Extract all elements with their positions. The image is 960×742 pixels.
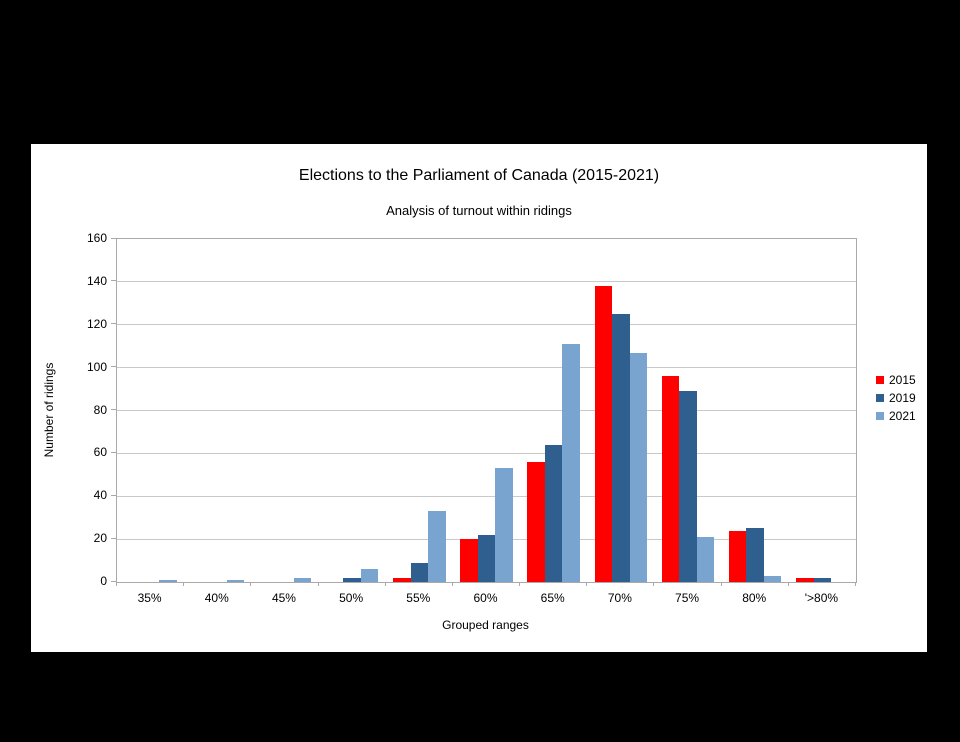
- bar-2019-55%: [410, 562, 429, 582]
- gridline-y-120: [117, 324, 856, 326]
- x-axis-tick-mark: [855, 582, 856, 586]
- x-axis-tick-mark: [720, 582, 722, 586]
- bar-2019-50%: [343, 577, 361, 582]
- y-tick-label: 160: [86, 231, 107, 245]
- y-axis-tick-mark: [111, 580, 116, 582]
- plot-area: [116, 238, 857, 583]
- y-axis-tick-mark: [111, 280, 116, 282]
- y-axis-tick-mark: [111, 451, 116, 453]
- bar-2015-'>80%: [796, 577, 814, 582]
- bar-2019-60%: [477, 534, 496, 582]
- x-tick-label: 45%: [271, 591, 296, 605]
- bar-2015-60%: [460, 539, 478, 582]
- legend-key-2015: [876, 376, 884, 384]
- x-tick-label: 35%: [137, 591, 162, 605]
- chart-title: Elections to the Parliament of Canada (2…: [298, 167, 660, 184]
- y-tick-label: 40: [93, 488, 107, 503]
- y-axis-tick-mark: [111, 237, 116, 239]
- x-tick-label: 75%: [675, 591, 700, 605]
- gridline-y-40: [117, 495, 856, 497]
- x-axis-title: Grouped ranges: [442, 618, 529, 632]
- bar-2021-80%: [763, 575, 782, 582]
- bar-2019-75%: [679, 391, 697, 582]
- legend-key-2019: [876, 394, 884, 402]
- x-axis-tick-mark: [653, 582, 655, 586]
- bar-2019-'>80%: [813, 577, 832, 582]
- legend-item-2021: 2021: [876, 407, 916, 425]
- chart-canvas: Elections to the Parliament of Canada (2…: [31, 144, 927, 652]
- x-tick-label: 60%: [473, 591, 498, 605]
- gridline-y-140: [117, 281, 856, 283]
- x-tick-label: '>80%: [804, 591, 839, 605]
- x-tick-label: 70%: [607, 591, 632, 605]
- legend-label: 2015: [889, 373, 916, 387]
- y-tick-label: 100: [86, 359, 107, 374]
- y-axis-tick-mark: [111, 323, 116, 325]
- legend-label: 2019: [889, 391, 916, 405]
- y-axis-title: Number of ridings: [42, 362, 56, 458]
- y-tick-label: 120: [86, 316, 107, 331]
- x-axis-tick-mark: [116, 582, 117, 586]
- chart-subtitle: Analysis of turnout within ridings: [386, 203, 572, 218]
- bar-2015-70%: [594, 286, 613, 582]
- x-axis-tick-mark: [787, 582, 789, 586]
- bar-2021-40%: [226, 579, 245, 582]
- y-tick-label: 140: [86, 273, 107, 288]
- x-axis-tick-mark: [451, 582, 453, 586]
- bar-2021-60%: [495, 468, 513, 582]
- y-tick-label: 20: [93, 531, 107, 546]
- bar-2021-70%: [629, 352, 648, 582]
- bar-2019-80%: [746, 528, 764, 582]
- bar-2021-65%: [562, 344, 580, 582]
- x-axis-tick-mark: [384, 582, 386, 586]
- y-axis-tick-mark: [111, 537, 116, 539]
- y-axis-tick-mark: [111, 366, 116, 368]
- bar-2019-70%: [612, 314, 630, 582]
- bar-2021-50%: [360, 569, 379, 582]
- legend-item-2019: 2019: [876, 389, 916, 407]
- bar-2021-55%: [428, 511, 446, 582]
- bar-2021-45%: [293, 577, 312, 582]
- x-axis-tick-mark: [519, 582, 521, 586]
- x-tick-label: 80%: [742, 591, 767, 605]
- bar-2015-65%: [527, 461, 545, 582]
- gridline-y-60: [117, 452, 856, 454]
- bar-2021-75%: [696, 536, 715, 582]
- bar-2015-55%: [393, 577, 411, 582]
- bar-2019-65%: [544, 444, 563, 582]
- x-tick-label: 50%: [339, 591, 364, 605]
- gridline-y-100: [117, 367, 856, 369]
- x-axis-tick-mark: [183, 582, 185, 586]
- legend: 2015 2019 2021: [876, 371, 916, 425]
- legend-item-2015: 2015: [876, 371, 916, 389]
- x-axis-tick-mark: [250, 582, 252, 586]
- y-tick-label: 60: [93, 445, 107, 460]
- bar-2021-35%: [159, 579, 177, 582]
- bar-2015-80%: [728, 530, 747, 582]
- gridline-y-80: [117, 410, 856, 411]
- y-axis-tick-mark: [111, 494, 116, 496]
- x-axis-tick-mark: [586, 582, 588, 586]
- x-tick-label: 65%: [540, 591, 565, 605]
- legend-label: 2021: [889, 409, 916, 423]
- x-tick-label: 55%: [406, 591, 431, 605]
- x-axis-tick-mark: [317, 582, 319, 586]
- y-tick-label: 0: [100, 574, 107, 588]
- legend-key-2021: [876, 412, 884, 420]
- y-axis-tick-mark: [111, 409, 116, 410]
- y-tick-label: 80: [93, 402, 107, 417]
- x-tick-label: 40%: [204, 591, 229, 605]
- bar-2015-75%: [661, 376, 680, 582]
